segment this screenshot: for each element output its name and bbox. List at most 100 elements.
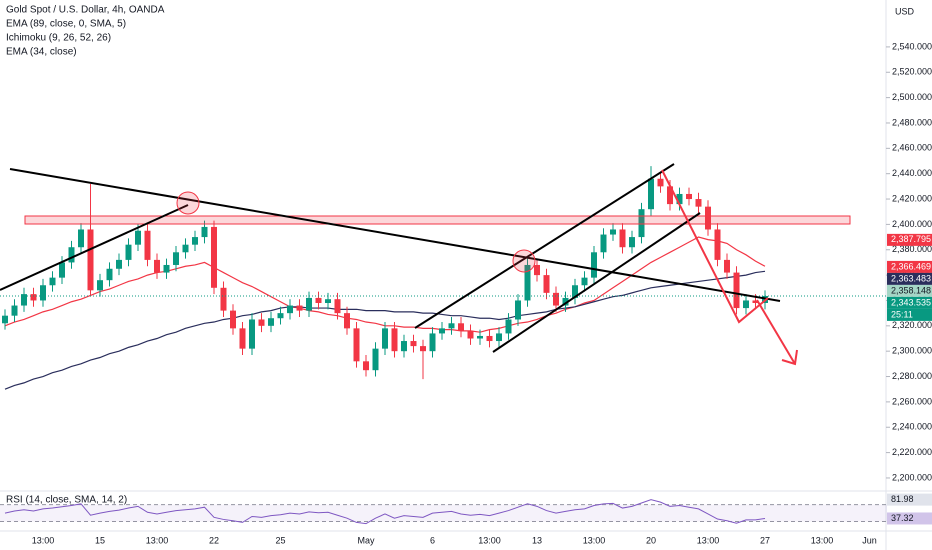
- x-tick-label: 13:00: [811, 535, 834, 545]
- x-tick-label: Jun: [862, 535, 877, 545]
- candle-body: [192, 237, 198, 245]
- candle-body: [515, 300, 521, 320]
- trendline: [0, 204, 189, 291]
- candle-body: [429, 333, 436, 352]
- candle-body: [648, 178, 654, 210]
- candle-body: [21, 294, 27, 306]
- arrow-head: [781, 349, 798, 366]
- candle-body: [78, 229, 84, 248]
- y-tick-label: 2,460.000: [892, 143, 932, 153]
- candle-body: [97, 280, 103, 291]
- legend-entry: EMA (89, close, 0, SMA, 5): [6, 19, 126, 30]
- currency-label: USD: [895, 6, 915, 16]
- y-tick-label: 2,220.000: [892, 447, 932, 457]
- candle-body: [2, 315, 8, 324]
- candle-body: [125, 244, 132, 260]
- price-badge: [887, 272, 932, 285]
- rsi-badge-label: 37.32: [891, 513, 914, 523]
- y-tick-label: 2,300.000: [892, 346, 932, 356]
- candle-body: [382, 328, 388, 349]
- candle-body: [439, 328, 445, 334]
- candle-body: [11, 305, 18, 316]
- y-tick-label: 2,420.000: [892, 193, 932, 203]
- y-tick-label: 2,400.000: [892, 219, 932, 229]
- x-tick-label: 13:00: [697, 535, 720, 545]
- candle-body: [401, 341, 407, 352]
- legend-entry: EMA (34, close): [6, 47, 77, 58]
- x-tick-label: 13:00: [32, 535, 55, 545]
- x-tick-label: 25: [275, 535, 285, 545]
- y-tick-label: 2,280.000: [892, 371, 932, 381]
- candle-body: [287, 305, 293, 314]
- candle-body: [363, 361, 369, 371]
- x-tick-label: 13:00: [583, 535, 606, 545]
- marks: [0, 166, 887, 525]
- y-tick-label: 2,520.000: [892, 67, 932, 77]
- price-badge-label: 2,366.469: [891, 261, 931, 271]
- x-tick-label: 27: [760, 535, 770, 545]
- candle-body: [610, 229, 616, 235]
- candle-body: [116, 259, 122, 269]
- rsi-band: [0, 504, 887, 522]
- candle-body: [448, 323, 455, 329]
- candle-body: [334, 299, 341, 314]
- y-tick-label: 2,380.000: [892, 244, 932, 254]
- legend-entry: Ichimoku (9, 26, 52, 26): [6, 33, 111, 44]
- candle-body: [714, 229, 721, 260]
- trendline: [9, 168, 781, 302]
- candle-body: [68, 247, 75, 263]
- candle-body: [154, 259, 160, 273]
- candle-body: [705, 206, 711, 230]
- price-badge-label: 2,363.483: [891, 273, 931, 283]
- candle-body: [144, 230, 151, 260]
- candle-body: [733, 272, 740, 309]
- candle-body: [496, 333, 502, 342]
- candle-body: [486, 335, 493, 342]
- candle-body: [182, 244, 189, 253]
- candle-body: [163, 264, 170, 273]
- candle-body: [87, 229, 94, 291]
- candle-body: [344, 313, 350, 329]
- y-tick-label: 2,440.000: [892, 168, 932, 178]
- candle-body: [591, 252, 597, 278]
- candle-body: [268, 318, 274, 326]
- y-tick-label: 2,320.000: [892, 320, 932, 330]
- candle-body: [59, 262, 65, 278]
- candle-body: [239, 328, 246, 349]
- candle-body: [695, 199, 702, 207]
- price-badge: [887, 260, 932, 273]
- highlight-circle: [512, 249, 536, 273]
- candle-body: [629, 237, 635, 248]
- projection-arrow: [756, 299, 796, 365]
- candle-body: [477, 335, 483, 339]
- candle-body: [372, 348, 379, 371]
- candle-body: [410, 341, 417, 347]
- y-tick-label: 2,500.000: [892, 92, 932, 102]
- rsi-badge: [887, 512, 932, 525]
- x-tick-label: 6: [430, 535, 435, 545]
- candle-body: [458, 323, 464, 331]
- y-tick-label: 2,480.000: [892, 117, 932, 127]
- candle-body: [553, 292, 559, 306]
- candle-body: [353, 328, 360, 362]
- y-tick-label: 2,260.000: [892, 396, 932, 406]
- trendline: [492, 212, 701, 353]
- y-tick-label: 2,200.000: [892, 472, 932, 482]
- candle-body: [600, 234, 607, 253]
- countdown: 25:11: [891, 309, 913, 319]
- price-badge-label: 2,343.535: [891, 297, 931, 307]
- rsi-badge: [887, 493, 932, 506]
- candle-body: [296, 305, 303, 311]
- candle-body: [211, 226, 217, 288]
- price-badge: [887, 284, 932, 297]
- trendline: [414, 163, 675, 329]
- highlight-circle: [176, 191, 200, 215]
- candle-body: [220, 287, 227, 311]
- candle-body: [638, 209, 645, 238]
- x-tick-label: 13:00: [146, 535, 169, 545]
- drawings: [0, 163, 851, 366]
- candle-body: [743, 300, 749, 309]
- candle-body: [524, 264, 531, 301]
- x-tick-label: 15: [95, 535, 105, 545]
